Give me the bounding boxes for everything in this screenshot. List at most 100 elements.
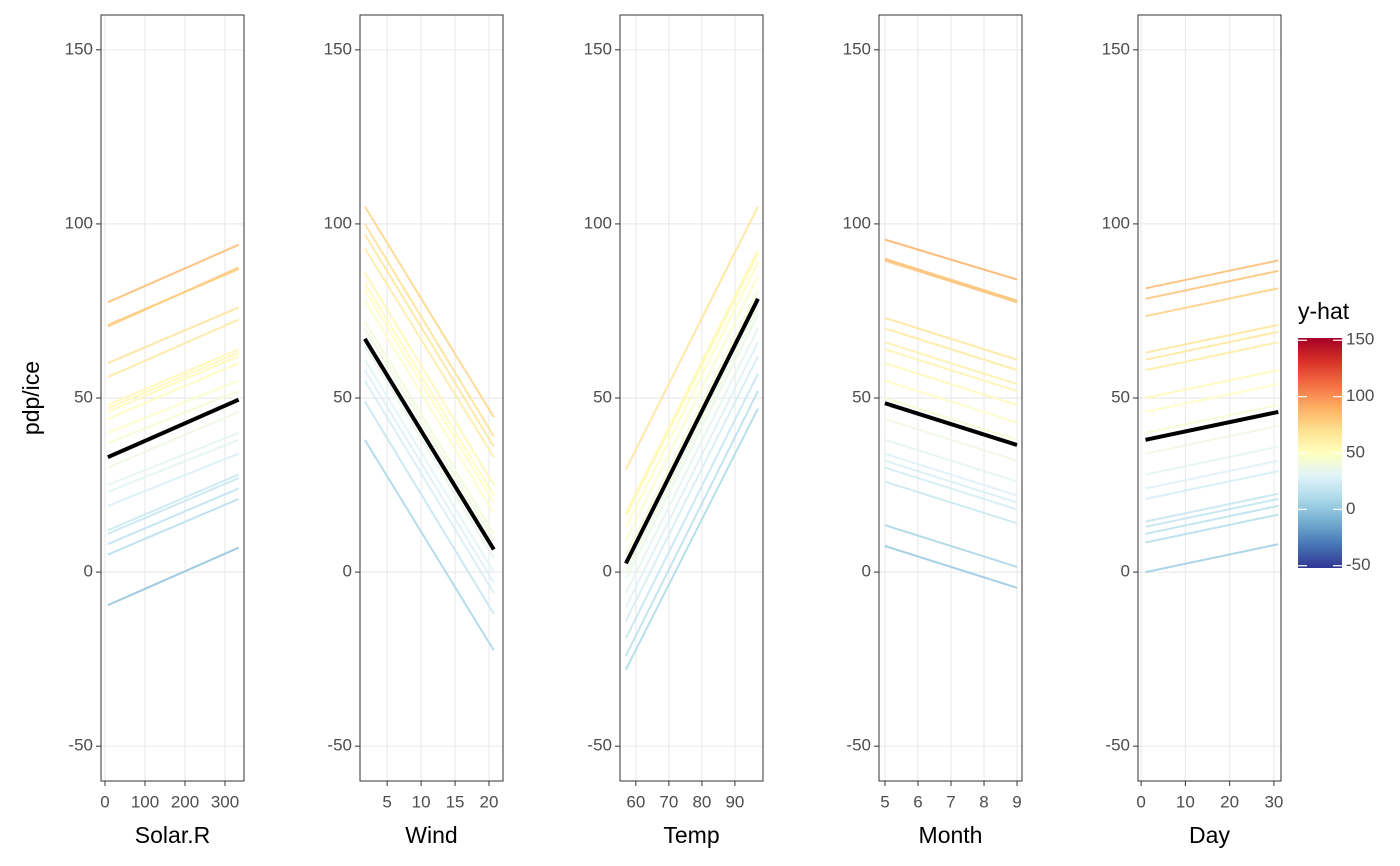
pdp-line [884, 401, 1018, 447]
ice-line [1145, 383, 1279, 413]
y-tick-label: 50 [593, 387, 612, 406]
ice-line [363, 282, 495, 497]
ice-line [107, 351, 239, 410]
y-tick-label: 100 [584, 213, 612, 232]
ice-line [1145, 330, 1279, 361]
ice-line [107, 410, 239, 469]
pdp-line [624, 297, 760, 565]
ice-line [625, 261, 759, 528]
x-tick-label: 100 [131, 792, 159, 811]
ice-line [625, 407, 759, 671]
y-tick-label: 0 [84, 562, 93, 581]
ice-line [1145, 369, 1279, 399]
ice-line [884, 545, 1018, 589]
ice-line [363, 380, 495, 594]
ice-line [107, 473, 239, 532]
x-tick-label: 20 [480, 792, 499, 811]
ice-line [1145, 470, 1279, 500]
ice-line [625, 307, 759, 573]
ice-line [1145, 543, 1279, 574]
y-tick-label: 100 [843, 213, 871, 232]
ice-line [884, 327, 1018, 372]
ice-line [107, 348, 239, 406]
colorbar-tick-label: 100 [1346, 386, 1374, 405]
panel-border [1137, 14, 1282, 782]
x-tick-label: 5 [382, 792, 391, 811]
x-tick-label: 20 [1220, 792, 1239, 811]
ice-line [363, 223, 495, 437]
ice-line [107, 318, 240, 379]
ice-line [363, 233, 495, 448]
ice-line [363, 272, 495, 486]
x-tick-label: 60 [626, 792, 645, 811]
ice-line [884, 379, 1018, 424]
ice-line [363, 205, 495, 418]
ice-line [625, 289, 759, 556]
colorbar-tick-label: 0 [1346, 499, 1355, 518]
ice-line [1145, 459, 1279, 490]
ice-line [884, 459, 1018, 504]
x-tick-label: 10 [412, 792, 431, 811]
ice-line [107, 477, 239, 535]
ice-line [363, 439, 495, 651]
ice-line [107, 546, 240, 607]
ice-line [107, 431, 239, 486]
ice-line [884, 524, 1018, 568]
ice-line [884, 257, 1018, 302]
ice-line [625, 373, 759, 639]
x-tick-label: 10 [1176, 792, 1195, 811]
ice-line [363, 400, 495, 615]
panel-border [359, 14, 504, 782]
ice-line [625, 206, 759, 470]
y-tick-label: 150 [584, 39, 612, 58]
y-tick-label: 0 [603, 562, 612, 581]
x-axis-title: Wind [405, 822, 457, 848]
panel-border [619, 14, 764, 782]
y-tick-label: 100 [324, 213, 352, 232]
ice-line [1145, 287, 1279, 318]
x-axis-title: Day [1189, 822, 1230, 848]
y-tick-label: -50 [846, 736, 871, 755]
panel-border [878, 14, 1023, 782]
ice-line [107, 306, 239, 365]
ice-line [1145, 498, 1279, 528]
ice-line [884, 238, 1018, 281]
ice-line [1145, 504, 1279, 535]
ice-line [107, 362, 239, 420]
x-tick-label: 9 [1012, 792, 1021, 811]
ice-line [884, 438, 1018, 483]
ice-line [107, 438, 239, 493]
ice-line [1145, 323, 1279, 354]
y-tick-label: 150 [65, 39, 93, 58]
x-tick-label: 0 [100, 792, 109, 811]
y-tick-label: 50 [74, 387, 93, 406]
y-tick-label: 0 [862, 562, 871, 581]
ice-line [1145, 404, 1279, 434]
pdp-line [363, 337, 496, 551]
ice-line [884, 417, 1018, 462]
x-tick-label: 6 [913, 792, 922, 811]
x-tick-label: 5 [880, 792, 889, 811]
colorbar-tick-label: -50 [1346, 555, 1371, 574]
y-tick-label: 100 [65, 213, 93, 232]
ice-line [1145, 424, 1279, 455]
y-axis-title: pdp/ice [18, 361, 44, 435]
ice-line [625, 313, 759, 580]
ice-line [884, 466, 1018, 511]
ice-line [363, 289, 495, 504]
y-tick-label: 150 [1102, 39, 1130, 58]
ice-line [107, 379, 239, 434]
x-tick-label: 30 [1264, 792, 1283, 811]
x-axis-title: Temp [663, 822, 719, 848]
x-axis-title: Solar.R [135, 822, 210, 848]
y-tick-label: -50 [1105, 736, 1130, 755]
ice-line [107, 355, 239, 413]
ice-line [625, 355, 759, 622]
x-tick-label: 15 [446, 792, 465, 811]
y-tick-label: -50 [327, 736, 352, 755]
ice-line [625, 275, 759, 542]
ice-line [625, 327, 759, 594]
legend-title: y-hat [1298, 298, 1350, 324]
y-tick-label: 50 [333, 387, 352, 406]
